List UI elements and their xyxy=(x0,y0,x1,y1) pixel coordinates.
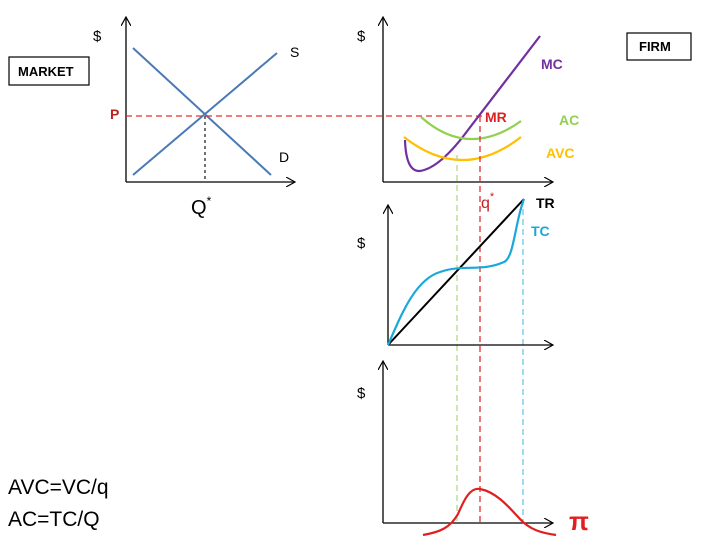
market-label-box xyxy=(8,56,90,86)
demand-curve xyxy=(132,47,272,176)
tc-label: TC xyxy=(531,223,550,239)
cost-y-axis-label: $ xyxy=(357,28,366,45)
firm-quantity-label: q* xyxy=(481,191,495,212)
market-y-axis-label: $ xyxy=(93,28,102,45)
ac-label: AC xyxy=(559,112,579,128)
mc-curve xyxy=(403,35,541,173)
price-label: P xyxy=(110,106,119,122)
tc-curve xyxy=(386,198,526,346)
tr-line xyxy=(387,198,525,346)
avc-formula: AVC=VC/q xyxy=(8,476,109,499)
firm-label: FIRM xyxy=(639,39,671,54)
firm-profit-panel: $ π xyxy=(357,362,589,537)
firm-total-panel: $ TR TC xyxy=(357,195,555,345)
market-panel: MARKET $ S D P Q* xyxy=(8,18,482,219)
tr-label: TR xyxy=(536,195,555,211)
profit-curve xyxy=(422,487,557,537)
avc-curve xyxy=(403,136,522,162)
total-y-axis-label: $ xyxy=(357,235,366,252)
firm-label-box xyxy=(626,32,692,61)
profit-label: π xyxy=(569,506,589,536)
ac-curve xyxy=(420,116,522,141)
supply-label: S xyxy=(290,44,299,60)
profit-y-axis-label: $ xyxy=(357,385,366,402)
firm-cost-panel: $ MC MR AC AVC q* xyxy=(357,18,579,212)
ac-formula: AC=TC/Q xyxy=(8,508,100,531)
demand-label: D xyxy=(279,149,289,165)
mc-label: MC xyxy=(541,56,563,72)
market-label: MARKET xyxy=(18,64,74,79)
quantity-label: Q* xyxy=(191,194,212,219)
avc-label: AVC xyxy=(546,145,575,161)
mr-label: MR xyxy=(485,109,507,125)
